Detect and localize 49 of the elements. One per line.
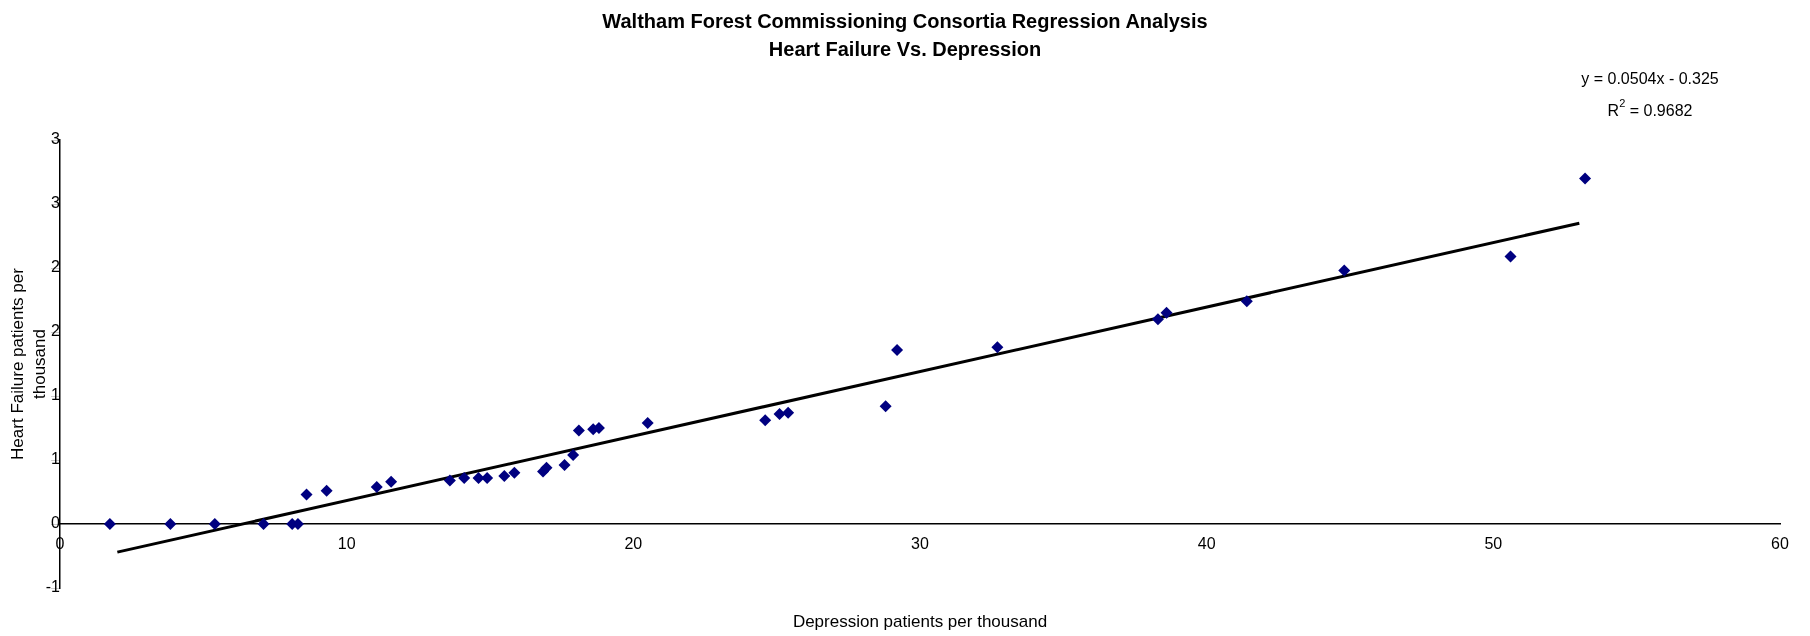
point [879,400,892,413]
point [498,470,511,482]
point [567,448,580,461]
y-axis-title: Heart Failure patients per thousand [7,267,49,460]
point [641,416,654,429]
point [991,341,1004,354]
y-tick-label: 2 [51,258,61,276]
point [458,471,471,484]
text: y = 0.0504x - 0.325 [1581,70,1719,88]
x-tick-label: 60 [1771,535,1789,553]
point [572,424,585,437]
chart-subtitle: Heart Failure Vs. Depression [768,37,1042,60]
point [481,471,494,484]
point [208,518,221,530]
point [1579,172,1592,185]
y-tick-label: 3 [51,194,61,212]
x-axis-title: Depression patients per thousand [792,611,1048,631]
point [558,459,571,472]
y-tick-label: 2 [51,322,61,340]
point [385,475,398,488]
y-tick-label: 1 [51,386,61,404]
point [782,406,795,419]
point [1160,306,1173,319]
point [103,518,116,530]
point [759,414,772,427]
x-tick-label: 20 [624,535,643,553]
chart-title: Waltham Forest Commissioning Consortia Regression Analysis [602,9,1208,32]
point [508,466,521,479]
point [1338,264,1351,277]
x-tick-label: 50 [1484,535,1503,553]
x-tick-label: 10 [337,535,356,553]
point [164,518,177,530]
point [320,484,333,497]
x-tick-label: 40 [1197,535,1216,553]
point [1240,295,1253,308]
point [300,488,313,501]
point [540,461,553,474]
y-tick-label: -1 [45,578,61,596]
point [1504,250,1517,263]
y-tick-label: 0 [51,514,61,532]
point [773,407,786,420]
point [443,474,456,487]
y-tick-label: 3 [51,130,61,148]
y-tick-label: 1 [51,450,61,468]
point [891,343,904,356]
point [1151,313,1164,326]
x-tick-label: 30 [911,535,929,553]
point [257,518,270,530]
point [370,480,383,493]
